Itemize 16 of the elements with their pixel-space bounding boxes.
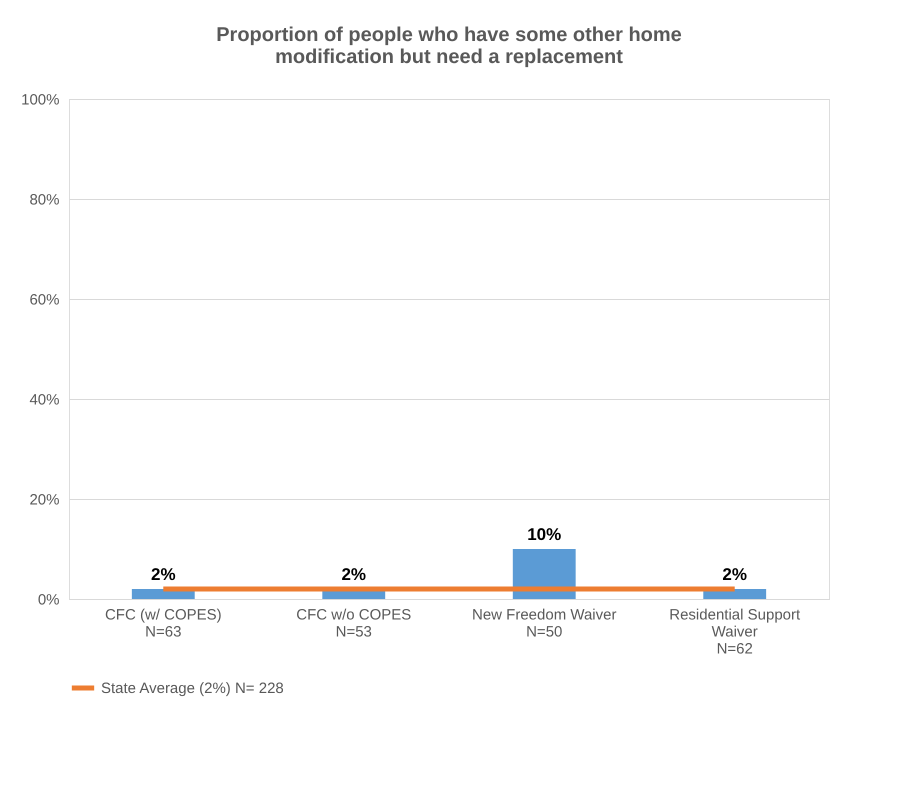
y-tick-label: 0% <box>38 592 60 608</box>
data-label: 2% <box>150 565 176 584</box>
data-label: 2% <box>722 565 748 584</box>
data-label: 10% <box>527 525 562 544</box>
y-tick-label: 20% <box>29 492 60 508</box>
y-tick-label: 40% <box>29 392 60 408</box>
x-tick-label: Residential Support Waiver N=62 <box>669 606 801 658</box>
y-tick-label: 100% <box>21 92 60 108</box>
x-tick-label: New Freedom Waiver N=50 <box>472 606 616 640</box>
x-tick-label: CFC (w/ COPES) N=63 <box>104 606 222 640</box>
x-tick-label: CFC w/o COPES N=53 <box>296 606 412 640</box>
chart-title: Proportion of people who have some other home modification but need a replacement <box>216 24 682 68</box>
y-tick-label: 80% <box>29 192 60 208</box>
legend-label: State Average (2%) N= 228 <box>101 680 284 697</box>
y-tick-label: 60% <box>29 292 60 308</box>
data-label: 2% <box>341 565 366 584</box>
